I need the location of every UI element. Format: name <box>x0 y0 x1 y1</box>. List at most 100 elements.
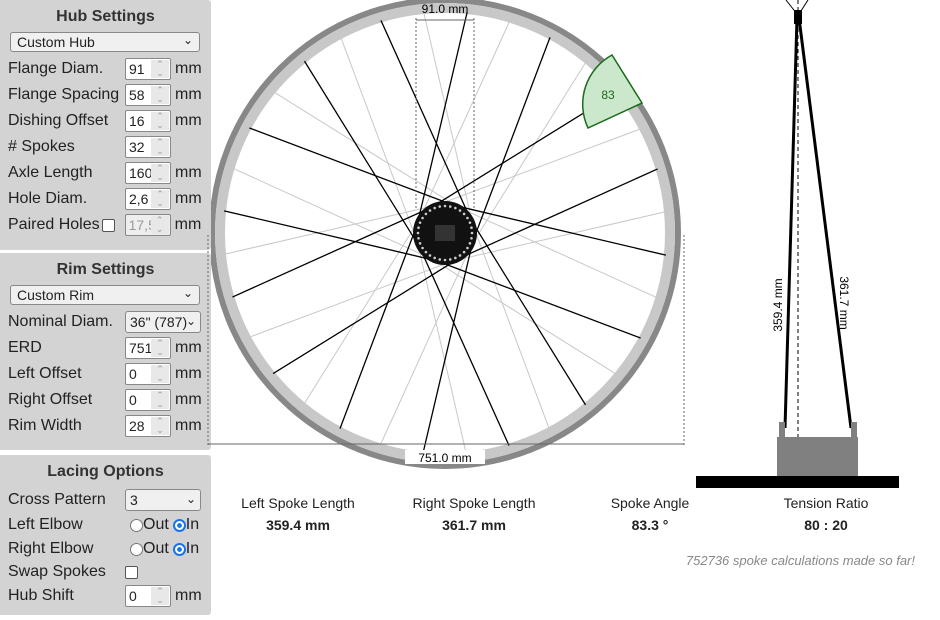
cross-pattern-select[interactable]: 3 ⌄ <box>125 489 201 511</box>
hole-diam-input[interactable]: 2,6 ⌃ ⌄ <box>125 188 171 210</box>
side-view: 359.4 mm 361.7 mm <box>696 0 899 488</box>
paired-holes-row: Paired Holes 17,5 ⌃ ⌄ mm <box>8 212 203 238</box>
hub-hole <box>468 221 472 224</box>
hub-settings-title: Hub Settings <box>56 8 155 25</box>
hub-hole <box>417 226 420 230</box>
swap-spokes-checkbox[interactable] <box>125 565 138 579</box>
spinner-icon[interactable]: ⌃ ⌄ <box>151 164 169 182</box>
spinner-icon[interactable]: ⌃ ⌄ <box>151 60 169 78</box>
spokes-value: 32 <box>129 139 145 155</box>
nominal-diam-value: 36" (787) <box>130 314 188 330</box>
hub-preset-select[interactable]: Custom Hub ⌄ <box>10 32 200 52</box>
spinner-icon[interactable]: ⌃ ⌄ <box>151 417 169 435</box>
right-spoke <box>232 167 427 257</box>
spinner-icon[interactable]: ⌃ ⌄ <box>150 216 169 234</box>
rim-preset-select[interactable]: Custom Rim ⌄ <box>10 285 200 305</box>
flange-spacing-input[interactable]: 58 ⌃ ⌄ <box>125 84 171 106</box>
flange-diam-input[interactable]: 91 ⌃ ⌄ <box>125 58 171 80</box>
chevron-down-icon: ⌄ <box>182 33 193 47</box>
hub-hole <box>443 258 447 262</box>
spinner-icon[interactable]: ⌃ ⌄ <box>151 587 169 605</box>
hub-hole <box>458 254 462 257</box>
chevron-down-icon: ⌄ <box>185 314 196 328</box>
hub-hole <box>421 216 424 220</box>
hub-hole <box>462 250 466 254</box>
right-spoke <box>273 91 455 205</box>
hub-hole <box>462 212 466 216</box>
in-label: In <box>185 516 200 533</box>
right-offset-row: Right Offset 0 ⌃ ⌄ mm <box>8 387 203 413</box>
right-elbow-out-radio[interactable] <box>130 542 143 556</box>
spinner-icon[interactable]: ⌃ ⌄ <box>151 190 169 208</box>
hub-hole <box>468 242 472 245</box>
left-elbow-row: Left Elbow Out In <box>8 513 203 537</box>
rim-settings-panel: Rim Settings Custom Rim ⌄ Nominal Diam. 3… <box>0 253 211 450</box>
flange-diam-value: 91 <box>129 61 145 77</box>
erd-row: ERD 751 ⌃ ⌄ mm <box>8 335 203 361</box>
hub-hole <box>454 256 457 260</box>
right-offset-input[interactable]: 0 ⌃ ⌄ <box>125 389 171 411</box>
result-label: Tension Ratio <box>783 495 869 511</box>
right-spoke <box>340 36 416 237</box>
right-elbow-row: Right Elbow Out In <box>8 537 203 561</box>
right-elbow-in-radio[interactable] <box>172 542 186 556</box>
left-spoke <box>232 209 427 298</box>
unit-label: mm <box>175 365 202 382</box>
nominal-diam-select[interactable]: 36" (787) ⌄ <box>125 311 201 333</box>
rim-width-input[interactable]: 28 ⌃ ⌄ <box>125 415 171 437</box>
rim-width-value: 28 <box>129 418 145 434</box>
erd-input[interactable]: 751 ⌃ ⌄ <box>125 337 171 359</box>
unit-label: mm <box>175 164 202 181</box>
rim-outer <box>211 0 681 469</box>
left-elbow-in-radio[interactable] <box>172 518 186 532</box>
spinner-icon[interactable]: ⌃ ⌄ <box>151 339 169 357</box>
spinner-icon[interactable]: ⌃ ⌄ <box>151 112 169 130</box>
spinner-icon[interactable]: ⌃ ⌄ <box>151 365 169 383</box>
left-elbow-out-radio[interactable] <box>130 518 143 532</box>
flange-spacing-value: 58 <box>129 87 145 103</box>
rim-settings-title: Rim Settings <box>56 261 155 278</box>
dishing-offset-input[interactable]: 16 ⌃ ⌄ <box>125 110 171 132</box>
left-spoke <box>422 247 473 455</box>
left-offset-input[interactable]: 0 ⌃ ⌄ <box>125 363 171 385</box>
spinner-icon[interactable]: ⌃ ⌄ <box>151 391 169 409</box>
rim-profile <box>777 437 858 477</box>
hub-hole <box>458 209 462 212</box>
left-offset-value: 0 <box>129 366 137 382</box>
left-length-label: 359.4 mm <box>771 278 785 331</box>
paired-holes-label: Paired Holes <box>8 216 100 233</box>
paired-holes-checkbox[interactable] <box>101 218 115 232</box>
paired-holes-value: 17,5 <box>128 217 156 233</box>
hub-preset-value: Custom Hub <box>17 34 95 50</box>
flange-spacing-label: Flange Spacing <box>8 86 120 103</box>
left-offset-label: Left Offset <box>8 365 82 382</box>
left-spoke-length-result: Left Spoke Length 359.4 mm <box>218 495 378 533</box>
hub-hole <box>428 209 432 212</box>
hub-hole <box>454 206 457 210</box>
ground-bar <box>696 476 899 488</box>
hub-shift-value: 0 <box>129 588 137 604</box>
axle-length-input[interactable]: 160 ⌃ ⌄ <box>125 162 171 184</box>
unit-label: mm <box>175 391 202 408</box>
nominal-diam-label: Nominal Diam. <box>8 313 113 330</box>
hub-hole <box>421 246 424 250</box>
hub-hole <box>466 216 469 220</box>
hub-hole <box>438 205 442 208</box>
spokes-input[interactable]: 32 ⌃ ⌄ <box>125 136 171 158</box>
hub-shift-row: Hub Shift 0 ⌃ ⌄ mm <box>8 583 203 609</box>
flange-diam-label: Flange Diam. <box>8 60 104 77</box>
hub-shift-input[interactable]: 0 ⌃ ⌄ <box>125 585 171 607</box>
right-spoke <box>435 261 617 375</box>
right-spoke <box>423 11 472 220</box>
hub-hole <box>418 242 422 245</box>
out-label: Out <box>143 540 169 557</box>
spinner-icon[interactable]: ⌃ ⌄ <box>151 138 169 156</box>
paired-holes-input[interactable]: 17,5 ⌃ ⌄ <box>124 214 171 236</box>
swap-spokes-label: Swap Spokes <box>8 563 106 580</box>
spinner-icon[interactable]: ⌃ ⌄ <box>151 86 169 104</box>
axle-length-row: Axle Length 160 ⌃ ⌄ mm <box>8 160 203 186</box>
left-elbow-label: Left Elbow <box>8 516 83 533</box>
result-label: Spoke Angle <box>610 495 690 511</box>
out-label: Out <box>143 516 169 533</box>
hole-diam-label: Hole Diam. <box>8 190 88 207</box>
